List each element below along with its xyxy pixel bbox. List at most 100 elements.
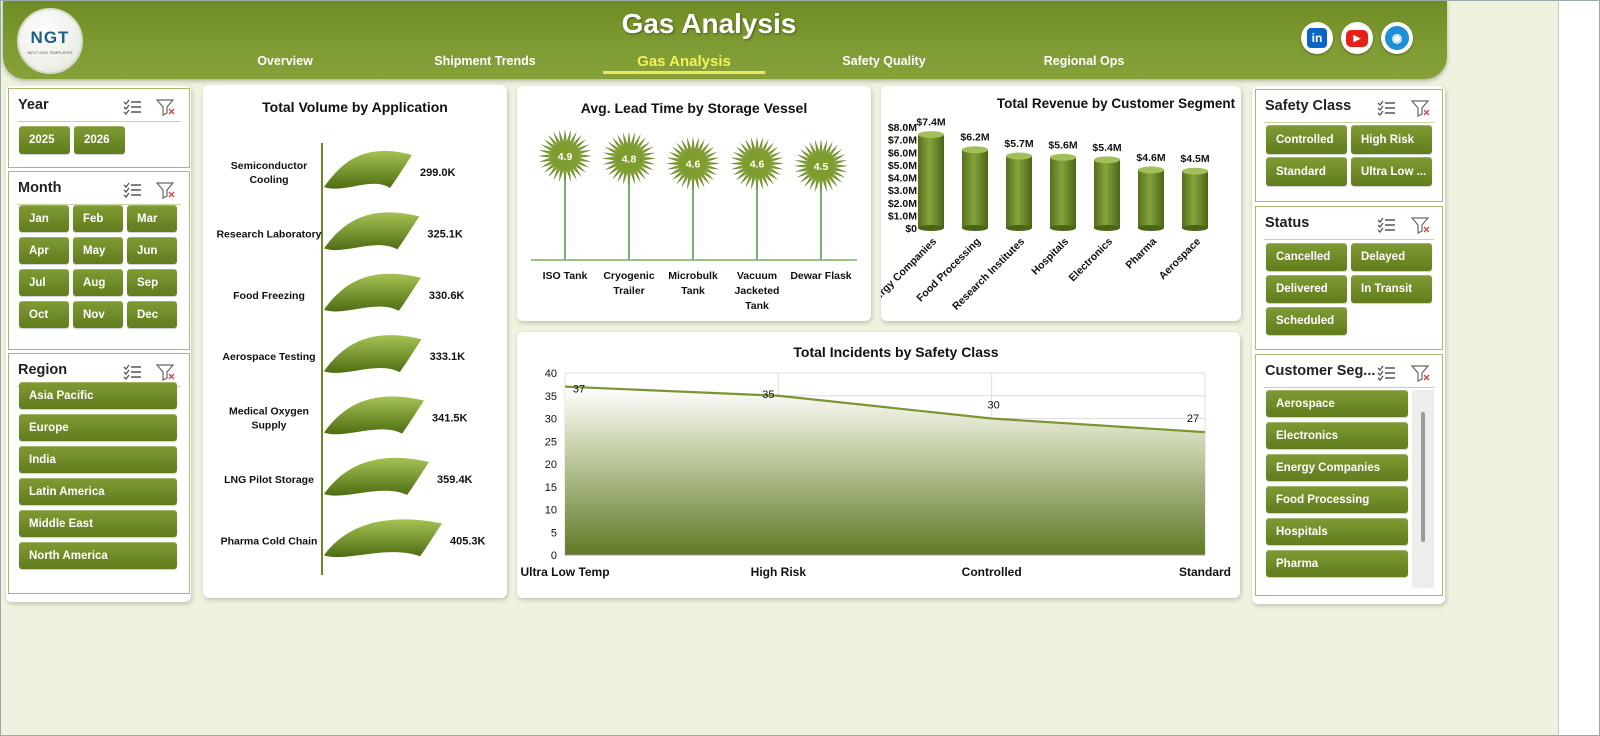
month-sep[interactable]: Sep — [127, 269, 177, 296]
year-2026[interactable]: 2026 — [74, 126, 125, 154]
website-button[interactable]: ◉ — [1381, 22, 1413, 54]
month-aug[interactable]: Aug — [73, 269, 123, 296]
linkedin-button[interactable]: in — [1301, 22, 1333, 54]
volume-category-label: Aerospace Testing — [222, 351, 315, 363]
region-india[interactable]: India — [19, 446, 177, 473]
region-slicer: Region Asia Pacific Europe India Latin Amer… — [8, 353, 190, 594]
tab-overview[interactable]: Overview — [257, 54, 313, 68]
revenue-ytick-label: $2.0M — [888, 198, 917, 210]
slicer-scroll-thumb[interactable] — [1421, 412, 1425, 542]
volume-chart-title: Total Volume by Application — [262, 99, 448, 115]
multi-select-icon[interactable] — [1376, 99, 1396, 117]
safety-class-controlled[interactable]: Controlled — [1266, 125, 1347, 154]
region-europe[interactable]: Europe — [19, 414, 177, 441]
slicer-scrollbar[interactable] — [1412, 390, 1434, 588]
safety-class-high-risk[interactable]: High Risk — [1351, 125, 1432, 154]
revenue-bar — [918, 134, 944, 228]
clear-filter-icon[interactable] — [1410, 364, 1431, 382]
multi-select-icon[interactable] — [1376, 216, 1396, 234]
sheet-right-edge — [1558, 0, 1600, 736]
revenue-category-label: Research Institutes — [950, 236, 1027, 313]
leadtime-marker-core — [743, 149, 771, 178]
multi-select-icon[interactable] — [122, 181, 142, 199]
clear-filter-icon[interactable] — [1410, 99, 1431, 117]
clear-filter-icon[interactable] — [155, 98, 176, 116]
tab-gas-analysis[interactable]: Gas Analysis — [603, 53, 765, 74]
multi-select-icon[interactable] — [122, 363, 142, 381]
youtube-icon: ▶ — [1346, 29, 1368, 47]
volume-bar — [324, 335, 422, 373]
volume-bar — [324, 457, 430, 496]
clear-filter-icon[interactable] — [155, 363, 176, 381]
leadtime-marker-core — [615, 144, 643, 173]
status-slicer: Status Cancelled Delayed Delivered In Trans… — [1255, 206, 1443, 350]
customer-segment-electronics[interactable]: Electronics — [1266, 422, 1408, 449]
leadtime-data-label: 4.5 — [814, 161, 829, 173]
region-slicer-title: Region — [18, 362, 68, 378]
revenue-bar — [1050, 157, 1076, 228]
multi-select-icon[interactable] — [1376, 364, 1396, 382]
leadtime-category-label: Jacketed — [735, 285, 780, 297]
region-asia-pacific[interactable]: Asia Pacific — [19, 382, 177, 409]
customer-segment-aerospace[interactable]: Aerospace — [1266, 390, 1408, 417]
clear-filter-icon[interactable] — [1410, 216, 1431, 234]
leadtime-category-label: Trailer — [613, 285, 645, 297]
month-dec[interactable]: Dec — [127, 301, 177, 328]
region-middle-east[interactable]: Middle East — [19, 510, 177, 537]
incidents-category-label: Controlled — [962, 565, 1022, 579]
month-may[interactable]: May — [73, 237, 123, 264]
globe-icon: ◉ — [1385, 26, 1409, 50]
incidents-chart-title: Total Incidents by Safety Class — [793, 344, 999, 360]
month-jun[interactable]: Jun — [127, 237, 177, 264]
revenue-data-label: $7.4M — [916, 117, 945, 129]
status-scheduled[interactable]: Scheduled — [1266, 307, 1347, 335]
revenue-bar — [1182, 171, 1208, 228]
revenue-chart-panel: Total Revenue by Customer Segment $0 $1.0… — [881, 86, 1241, 321]
year-slicer: Year 2025 2026 — [8, 88, 190, 168]
leadtime-data-label: 4.9 — [558, 151, 573, 163]
revenue-data-label: $5.4M — [1092, 142, 1121, 154]
youtube-button[interactable]: ▶ — [1341, 22, 1373, 54]
incidents-ytick-label: 40 — [545, 368, 557, 380]
leadtime-data-label: 4.6 — [750, 158, 765, 170]
region-latin-america[interactable]: Latin America — [19, 478, 177, 505]
incidents-data-label: 35 — [762, 389, 774, 401]
multi-select-icon[interactable] — [122, 98, 142, 116]
safety-class-ultra-low[interactable]: Ultra Low ... — [1351, 157, 1432, 186]
incidents-ytick-label: 30 — [545, 414, 557, 426]
status-in-transit[interactable]: In Transit — [1351, 275, 1432, 303]
customer-segment-pharma[interactable]: Pharma — [1266, 550, 1408, 577]
leadtime-category-label: Cryogenic — [603, 270, 655, 282]
incidents-ytick-label: 10 — [545, 505, 557, 517]
month-jan[interactable]: Jan — [19, 205, 69, 232]
customer-segment-energy-companies[interactable]: Energy Companies — [1266, 454, 1408, 481]
year-2025[interactable]: 2025 — [19, 126, 70, 154]
month-nov[interactable]: Nov — [73, 301, 123, 328]
month-oct[interactable]: Oct — [19, 301, 69, 328]
status-delayed[interactable]: Delayed — [1351, 243, 1432, 271]
safety-class-standard[interactable]: Standard — [1266, 157, 1347, 186]
month-feb[interactable]: Feb — [73, 205, 123, 232]
customer-segment-food-processing[interactable]: Food Processing — [1266, 486, 1408, 513]
status-cancelled[interactable]: Cancelled — [1266, 243, 1347, 271]
leadtime-category-label: Dewar Flask — [790, 270, 851, 282]
tab-shipment-trends[interactable]: Shipment Trends — [434, 54, 536, 68]
month-mar[interactable]: Mar — [127, 205, 177, 232]
leadtime-chart-panel: Avg. Lead Time by Storage Vessel 4.9 ISO … — [517, 86, 871, 321]
customer-segment-hospitals[interactable]: Hospitals — [1266, 518, 1408, 545]
tab-safety-quality[interactable]: Safety Quality — [842, 54, 926, 68]
volume-category-label: LNG Pilot Storage — [224, 474, 314, 486]
tab-regional-ops[interactable]: Regional Ops — [1043, 54, 1125, 68]
incidents-data-label: 30 — [988, 400, 1000, 412]
leadtime-category-label: Microbulk — [668, 270, 718, 282]
month-jul[interactable]: Jul — [19, 269, 69, 296]
month-apr[interactable]: Apr — [19, 237, 69, 264]
status-delivered[interactable]: Delivered — [1266, 275, 1347, 303]
logo-subtext: NEXT GEN TEMPLATES — [27, 49, 73, 55]
revenue-category-label: Energy Companies — [881, 236, 939, 312]
revenue-category-label: Hospitals — [1029, 236, 1071, 278]
incidents-ytick-label: 15 — [545, 482, 557, 494]
clear-filter-icon[interactable] — [155, 181, 176, 199]
revenue-bar — [962, 149, 988, 228]
region-north-america[interactable]: North America — [19, 542, 177, 569]
